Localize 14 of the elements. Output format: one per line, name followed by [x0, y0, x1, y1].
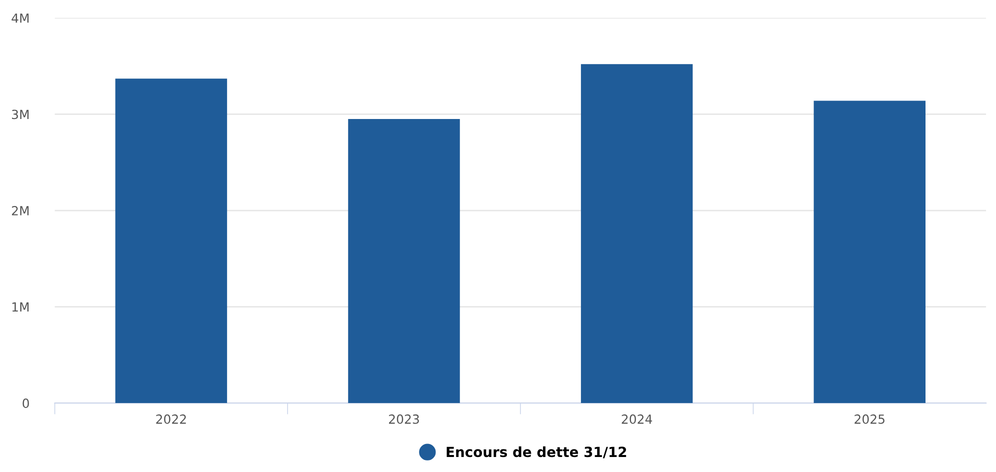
y-tick-label: 1M — [12, 302, 29, 312]
x-tick-label: 2025 — [854, 414, 884, 424]
y-tick-label: 3M — [12, 110, 29, 120]
x-tick-label: 2023 — [389, 414, 419, 424]
x-tick-label: 2022 — [156, 414, 186, 424]
y-tick-label: 4M — [12, 14, 29, 23]
y-tick-label: 2M — [12, 206, 29, 216]
bar — [814, 100, 926, 404]
x-tick-label: 2024 — [622, 414, 652, 424]
y-tick-label: 0 — [22, 398, 29, 408]
bar — [348, 119, 460, 404]
bar — [115, 78, 228, 404]
bar — [580, 64, 693, 404]
legend-label: Encours de dette 31/12 — [446, 446, 626, 458]
